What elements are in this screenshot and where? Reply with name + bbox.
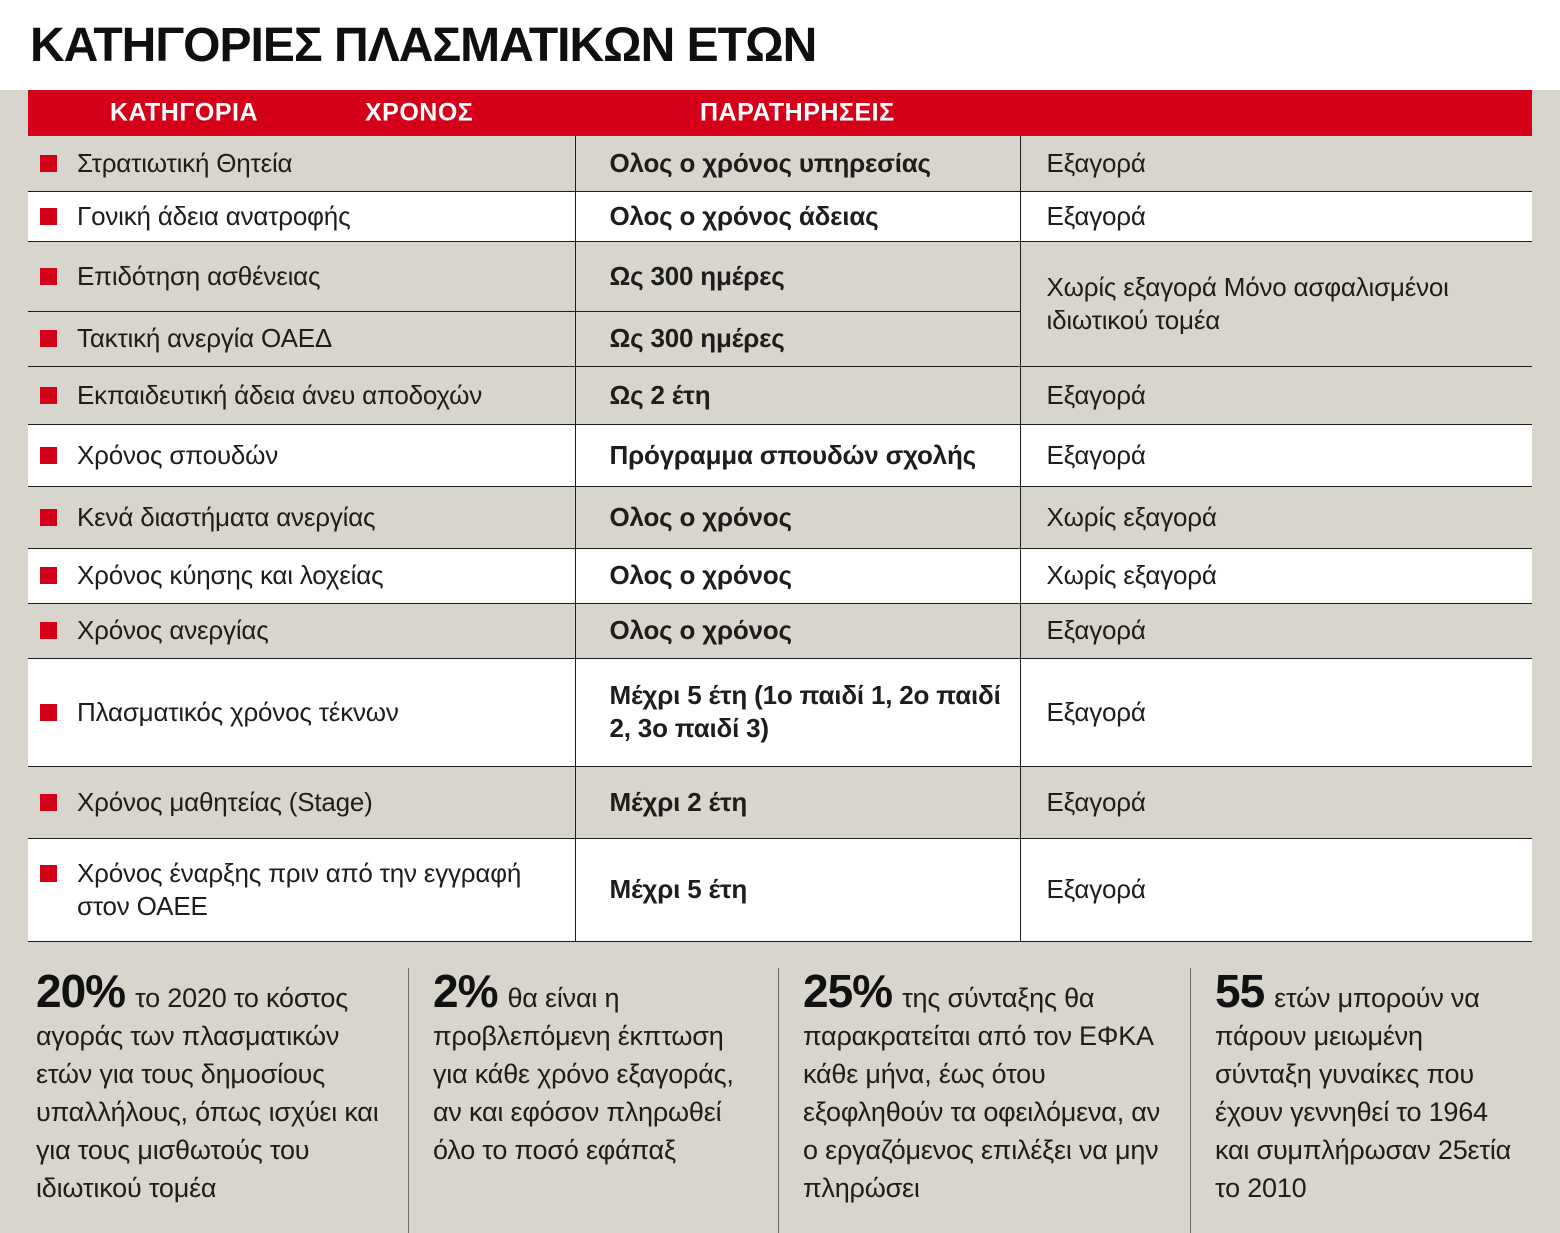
table-row: Χρόνος ανεργίας Ολος ο χρόνος Εξαγορά [28,602,1532,659]
category-cell: Στρατιωτική Θητεία [28,136,576,192]
category-cell: Χρόνος μαθητείας (Stage) [28,765,576,839]
note-cell: Εξαγορά [1019,837,1532,942]
category-cell: Επιδότηση ασθένειας [28,240,576,312]
table-header: ΚΑΤΗΓΟΡΙΑ ΧΡΟΝΟΣ ΠΑΡΑΤΗΡΗΣΕΙΣ [28,90,1532,136]
red-square-bullet [40,703,57,721]
table-row: Χρόνος κύησης και λοχείας Ολος ο χρόνος … [28,547,1532,604]
time-cell: Μέχρι 5 έτη [574,837,1021,942]
stats-section: 20% το 2020 το κόστος αγοράς των πλασματι… [28,967,1532,1233]
category-cell: Πλασματικός χρόνος τέκνων [28,657,576,767]
note-cell: Εξαγορά [1019,765,1532,839]
page-title: ΚΑΤΗΓΟΡΙΕΣ ΠΛΑΣΜΑΤΙΚΩΝ ΕΤΩΝ [30,18,817,72]
time-cell: Ως 2 έτη [574,365,1021,425]
time-cell: Μέχρι 2 έτη [574,765,1021,839]
stat-value: 25% [803,964,893,1017]
category-cell: Γονική άδεια ανατροφής [28,190,576,242]
red-square-bullet [40,154,57,172]
category-cell: Χρόνος σπουδών [28,423,576,487]
red-square-bullet [40,267,57,285]
stat-paragraph: 20% το 2020 το κόστος αγοράς των πλασματι… [36,968,388,1207]
stat-text: το 2020 το κόστος αγοράς των πλασματικών… [36,982,379,1203]
table-row: Γονική άδεια ανατροφής Ολος ο χρόνος άδε… [28,190,1532,242]
table-row: Πλασματικός χρόνος τέκνων Μέχρι 5 έτη (1… [28,657,1532,767]
red-square-bullet [40,793,57,811]
time-cell: Ολος ο χρόνος [574,602,1021,659]
title-strip: ΚΑΤΗΓΟΡΙΕΣ ΠΛΑΣΜΑΤΙΚΩΝ ΕΤΩΝ [0,0,1560,90]
note-cell: Εξαγορά [1019,190,1532,242]
note-cell: Χωρίς εξαγορά [1019,485,1532,549]
category-label: Πλασματικός χρόνος τέκνων [77,696,399,727]
stat-paragraph: 55 ετών μπορούν να πάρουν μειωμένη σύνταξ… [1215,968,1512,1207]
category-label: Στρατιωτική Θητεία [77,147,293,178]
note-cell: Εξαγορά [1019,423,1532,487]
category-label: Χρόνος ανεργίας [77,615,269,645]
time-cell: Ολος ο χρόνος υπηρεσίας [574,136,1021,192]
time-cell: Ολος ο χρόνος [574,485,1021,549]
red-square-bullet [40,386,57,404]
red-square-bullet [40,622,57,639]
category-label: Τακτική ανεργία ΟΑΕΔ [77,323,333,353]
table-row: Χρόνος έναρξης πριν από την εγγραφή στον… [28,837,1532,942]
stat-item: 55 ετών μπορούν να πάρουν μειωμένη σύνταξ… [1190,967,1532,1233]
categories-table: ΚΑΤΗΓΟΡΙΑ ΧΡΟΝΟΣ ΠΑΡΑΤΗΡΗΣΕΙΣ Στρατιωτικ… [28,90,1532,942]
note-cell: Εξαγορά [1019,136,1532,192]
stat-item: 20% το 2020 το κόστος αγοράς των πλασματι… [28,968,408,1233]
note-cell: Εξαγορά [1019,602,1532,659]
table-row: Κενά διαστήματα ανεργίας Ολος ο χρόνος Χ… [28,485,1532,549]
note-cell: Εξαγορά [1019,657,1532,767]
category-cell: Χρόνος έναρξης πριν από την εγγραφή στον… [28,837,576,942]
red-square-bullet [40,864,57,882]
stat-text: θα είναι η προβλεπόμενη έκπτωση για κάθε… [433,982,734,1165]
time-cell: Ως 300 ημέρες [574,310,1021,367]
time-cell: Ολος ο χρόνος άδειας [574,190,1021,242]
stat-value: 2% [433,964,498,1017]
time-cell: Ολος ο χρόνος [574,547,1021,604]
red-square-bullet [40,567,57,584]
time-cell: Μέχρι 5 έτη (1ο παιδί 1, 2ο παιδί 2, 3ο … [574,657,1021,767]
category-cell: Εκπαιδευτική άδεια άνευ αποδοχών [28,365,576,425]
category-cell: Τακτική ανεργία ΟΑΕΔ [28,310,576,367]
time-cell: Πρόγραμμα σπουδών σχολής [574,423,1021,487]
category-cell: Κενά διαστήματα ανεργίας [28,485,576,549]
red-square-bullet [40,508,57,526]
column-header-time: ΧΡΟΝΟΣ [365,98,474,127]
table-row: Χρόνος μαθητείας (Stage) Μέχρι 2 έτη Εξα… [28,765,1532,839]
table-row: Εκπαιδευτική άδεια άνευ αποδοχών Ως 2 έτ… [28,365,1532,425]
category-label: Χρόνος κύησης και λοχείας [77,560,384,590]
stat-paragraph: 2% θα είναι η προβλεπόμενη έκπτωση για κά… [433,968,758,1169]
category-label: Εκπαιδευτική άδεια άνευ αποδοχών [77,379,483,410]
table-row: Επιδότηση ασθένειας Ως 300 ημέρες Χωρίς … [28,240,1532,367]
category-label: Επιδότηση ασθένειας [77,260,321,291]
stat-text: ετών μπορούν να πάρουν μειωμένη σύνταξη … [1215,982,1512,1203]
red-square-bullet [40,446,57,464]
red-square-bullet [40,207,57,225]
category-label: Κενά διαστήματα ανεργίας [77,501,376,532]
table-row: Στρατιωτική Θητεία Ολος ο χρόνος υπηρεσί… [28,136,1532,192]
red-square-bullet [40,330,57,347]
time-cell: Ως 300 ημέρες [574,240,1021,312]
table-row: Χρόνος σπουδών Πρόγραμμα σπουδών σχολής … [28,423,1532,487]
stat-paragraph: 25% της σύνταξης θα παρακρατείται από τον… [803,968,1170,1207]
category-cell: Χρόνος κύησης και λοχείας [28,547,576,604]
note-cell-merged: Χωρίς εξαγορά Μόνο ασφαλισμένοι ιδιωτικο… [1019,240,1532,367]
category-label: Χρόνος σπουδών [77,439,279,470]
stat-item: 2% θα είναι η προβλεπόμενη έκπτωση για κά… [408,967,778,1233]
data-table: Στρατιωτική Θητεία Ολος ο χρόνος υπηρεσί… [28,136,1532,942]
note-cell: Χωρίς εξαγορά [1019,547,1532,604]
stat-item: 25% της σύνταξης θα παρακρατείται από τον… [778,967,1190,1233]
category-label: Χρόνος έναρξης πριν από την εγγραφή στον… [77,857,522,921]
column-header-category: ΚΑΤΗΓΟΡΙΑ [110,98,259,127]
category-label: Γονική άδεια ανατροφής [77,200,351,231]
table-row: Τακτική ανεργία ΟΑΕΔ Ως 300 ημέρες [28,310,1532,367]
note-cell: Εξαγορά [1019,365,1532,425]
column-header-notes: ΠΑΡΑΤΗΡΗΣΕΙΣ [700,98,895,127]
category-cell: Χρόνος ανεργίας [28,602,576,659]
stat-value: 55 [1215,964,1265,1017]
stat-text: της σύνταξης θα παρακρατείται από τον ΕΦ… [803,982,1161,1203]
category-label: Χρόνος μαθητείας (Stage) [77,786,373,817]
stat-value: 20% [36,964,126,1017]
